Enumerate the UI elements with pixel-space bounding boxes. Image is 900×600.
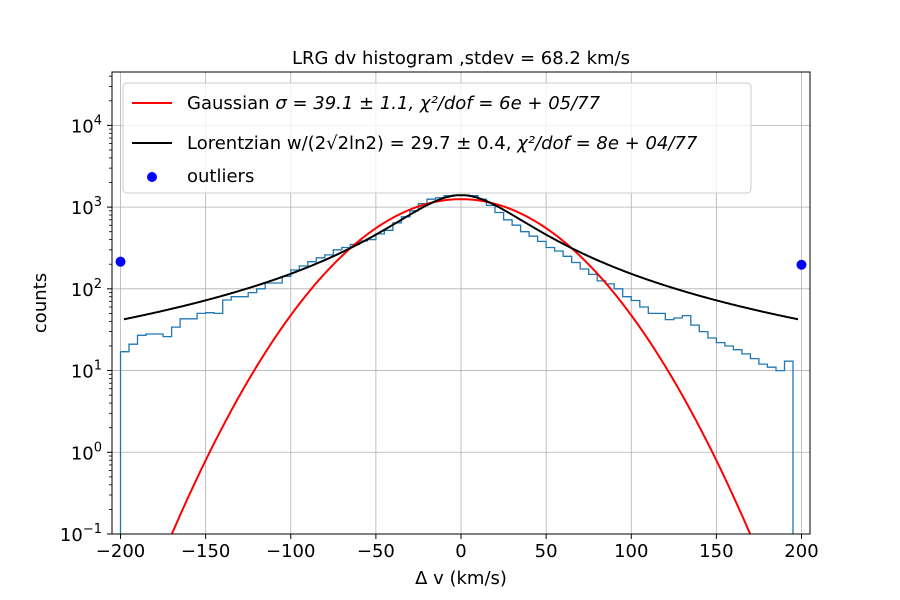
legend-outliers-swatch bbox=[147, 172, 157, 182]
x-tick-label: 150 bbox=[699, 541, 733, 562]
y-axis: 10−1 100 101 102 103 104 bbox=[60, 75, 112, 546]
x-tick-label: 50 bbox=[535, 541, 558, 562]
lorentzian-fit-line bbox=[123, 194, 799, 321]
legend-box bbox=[122, 82, 752, 194]
gaussian-fit-line bbox=[170, 198, 752, 534]
x-axis: −200 −150 −100 −50 0 50 100 150 200 bbox=[96, 534, 819, 562]
x-tick-label: −150 bbox=[181, 541, 230, 562]
legend: Gaussian σ = 39.1 ± 1.1, χ²/dof = 6e + 0… bbox=[122, 82, 752, 194]
y-tick-label: 102 bbox=[71, 277, 102, 301]
legend-outliers-label: outliers bbox=[187, 166, 254, 187]
x-tick-label: 100 bbox=[614, 541, 648, 562]
y-tick-label: 101 bbox=[71, 359, 102, 383]
plot-marks bbox=[119, 194, 799, 534]
y-tick-label: 103 bbox=[71, 195, 102, 219]
outlier-point bbox=[796, 259, 807, 270]
y-tick-label: 10−1 bbox=[60, 522, 102, 546]
x-tick-label: −200 bbox=[96, 541, 145, 562]
legend-lorentzian-label: Lorentzian w/(2√2ln2) = 29.7 ± 0.4, χ²/d… bbox=[187, 133, 698, 154]
y-axis-label: counts bbox=[30, 273, 51, 333]
outlier-point bbox=[115, 256, 126, 267]
x-tick-label: 0 bbox=[455, 541, 466, 562]
x-axis-label: Δ v (km/s) bbox=[415, 568, 507, 589]
x-tick-label: 200 bbox=[784, 541, 818, 562]
y-tick-label: 104 bbox=[71, 113, 102, 137]
legend-gaussian-label: Gaussian σ = 39.1 ± 1.1, χ²/dof = 6e + 0… bbox=[187, 93, 601, 114]
x-tick-label: −100 bbox=[266, 541, 315, 562]
y-tick-label: 100 bbox=[71, 440, 102, 464]
chart-title: LRG dv histogram ,stdev = 68.2 km/s bbox=[292, 48, 630, 69]
x-tick-label: −50 bbox=[357, 541, 395, 562]
outlier-points bbox=[115, 256, 807, 270]
